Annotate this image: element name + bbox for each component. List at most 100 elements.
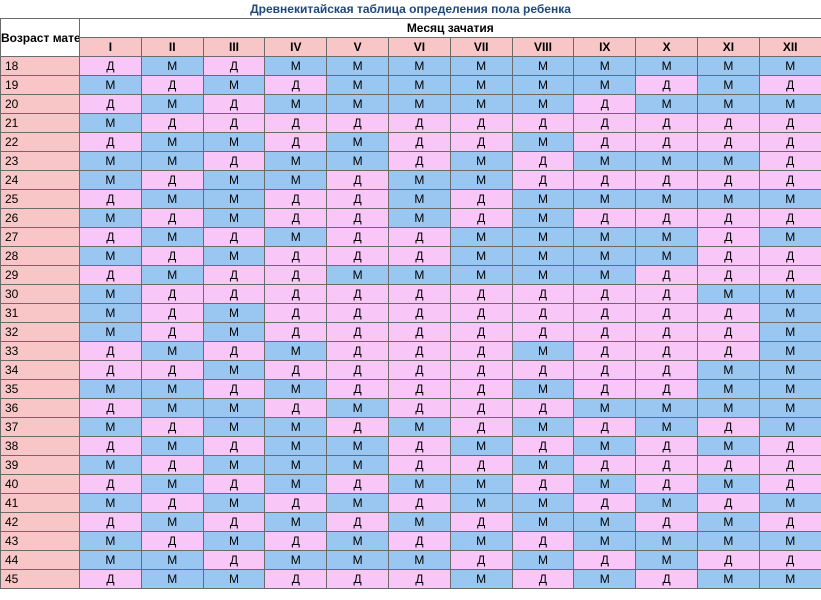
girl-cell: Д xyxy=(387,322,451,342)
mother-age-cell: 35 xyxy=(0,379,80,399)
boy-cell: М xyxy=(202,189,266,209)
boy-cell: М xyxy=(511,341,575,361)
girl-cell: Д xyxy=(758,208,821,228)
girl-cell: Д xyxy=(758,113,821,133)
girl-cell: Д xyxy=(326,246,389,266)
table-row: 45 Д М М Д Д Д М Д М Д М М xyxy=(0,569,821,589)
boy-cell: М xyxy=(264,94,328,114)
boy-cell: М xyxy=(696,94,760,114)
boy-cell: М xyxy=(202,493,266,513)
boy-cell: М xyxy=(511,132,575,152)
girl-cell: Д xyxy=(696,303,760,323)
boy-cell: М xyxy=(387,512,451,532)
girl-cell: Д xyxy=(264,398,328,418)
girl-cell: Д xyxy=(573,341,637,361)
girl-cell: Д xyxy=(573,360,637,380)
table-header: Возраст матери Месяц зачатия IIIIIIIVVVI… xyxy=(0,18,821,57)
boy-cell: М xyxy=(202,531,266,551)
boy-cell: М xyxy=(326,56,389,76)
girl-cell: Д xyxy=(79,265,142,285)
table-row: 28 М Д М Д Д Д М М М М Д Д xyxy=(0,246,821,266)
girl-cell: Д xyxy=(387,132,451,152)
boy-cell: М xyxy=(140,569,204,589)
table-row: 41 М Д М Д М Д М М Д М Д М xyxy=(0,493,821,513)
mother-age-cell: 32 xyxy=(0,322,80,342)
girl-cell: Д xyxy=(326,417,389,437)
girl-cell: Д xyxy=(79,512,142,532)
girl-cell: Д xyxy=(387,493,451,513)
boy-cell: М xyxy=(202,170,266,190)
boy-cell: М xyxy=(79,151,142,171)
girl-cell: Д xyxy=(696,455,760,475)
boy-cell: М xyxy=(449,56,513,76)
girl-cell: Д xyxy=(387,379,451,399)
mother-age-cell: 36 xyxy=(0,398,80,418)
table-row: 39 М Д М М М Д Д М Д Д Д Д xyxy=(0,455,821,475)
girl-cell: Д xyxy=(326,569,389,589)
girl-cell: Д xyxy=(140,208,204,228)
girl-cell: Д xyxy=(140,531,204,551)
month-header-cell: V xyxy=(326,37,389,57)
girl-cell: Д xyxy=(511,322,575,342)
girl-cell: Д xyxy=(696,341,760,361)
header-row-top: Возраст матери Месяц зачатия xyxy=(0,18,821,57)
mother-age-cell: 28 xyxy=(0,246,80,266)
boy-cell: М xyxy=(758,569,821,589)
girl-cell: Д xyxy=(202,436,266,456)
table-row: 30 М Д Д Д Д Д Д Д Д Д М М xyxy=(0,284,821,304)
girl-cell: Д xyxy=(264,113,328,133)
girl-cell: Д xyxy=(387,151,451,171)
month-header-cell: XII xyxy=(758,37,821,57)
boy-cell: М xyxy=(140,379,204,399)
girl-cell: Д xyxy=(326,189,389,209)
boy-cell: М xyxy=(758,379,821,399)
boy-cell: М xyxy=(140,56,204,76)
girl-cell: Д xyxy=(449,284,513,304)
girl-cell: Д xyxy=(326,227,389,247)
girl-cell: Д xyxy=(758,75,821,95)
girl-cell: Д xyxy=(758,512,821,532)
boy-cell: М xyxy=(140,550,204,570)
boy-cell: М xyxy=(264,436,328,456)
boy-cell: М xyxy=(449,151,513,171)
boy-cell: М xyxy=(511,208,575,228)
boy-cell: М xyxy=(758,227,821,247)
girl-cell: Д xyxy=(387,436,451,456)
boy-cell: М xyxy=(140,151,204,171)
girl-cell: Д xyxy=(202,550,266,570)
girl-cell: Д xyxy=(140,455,204,475)
boy-cell: М xyxy=(140,132,204,152)
boy-cell: М xyxy=(511,417,575,437)
girl-cell: Д xyxy=(79,189,142,209)
boy-cell: М xyxy=(79,379,142,399)
girl-cell: Д xyxy=(326,208,389,228)
boy-cell: М xyxy=(449,170,513,190)
boy-cell: М xyxy=(573,569,637,589)
mother-age-cell: 29 xyxy=(0,265,80,285)
boy-cell: М xyxy=(79,113,142,133)
girl-cell: Д xyxy=(449,132,513,152)
girl-cell: Д xyxy=(140,360,204,380)
mother-age-cell: 23 xyxy=(0,151,80,171)
mother-age-cell: 45 xyxy=(0,569,80,589)
girl-cell: Д xyxy=(758,132,821,152)
boy-cell: М xyxy=(326,132,389,152)
girl-cell: Д xyxy=(449,455,513,475)
girl-cell: Д xyxy=(140,75,204,95)
table-row: 29 Д М Д Д М М М М М Д Д Д xyxy=(0,265,821,285)
mother-age-cell: 20 xyxy=(0,94,80,114)
boy-cell: М xyxy=(635,56,698,76)
boy-cell: М xyxy=(140,512,204,532)
girl-cell: Д xyxy=(573,170,637,190)
boy-cell: М xyxy=(573,531,637,551)
boy-cell: М xyxy=(696,75,760,95)
boy-cell: М xyxy=(326,398,389,418)
girl-cell: Д xyxy=(758,151,821,171)
girl-cell: Д xyxy=(202,113,266,133)
boy-cell: М xyxy=(387,94,451,114)
mother-age-cell: 21 xyxy=(0,113,80,133)
boy-cell: М xyxy=(758,322,821,342)
table-row: 20 Д М Д М М М М М Д М М М xyxy=(0,94,821,114)
table-row: 18 Д М Д М М М М М М М М М xyxy=(0,56,821,76)
boy-cell: М xyxy=(202,569,266,589)
